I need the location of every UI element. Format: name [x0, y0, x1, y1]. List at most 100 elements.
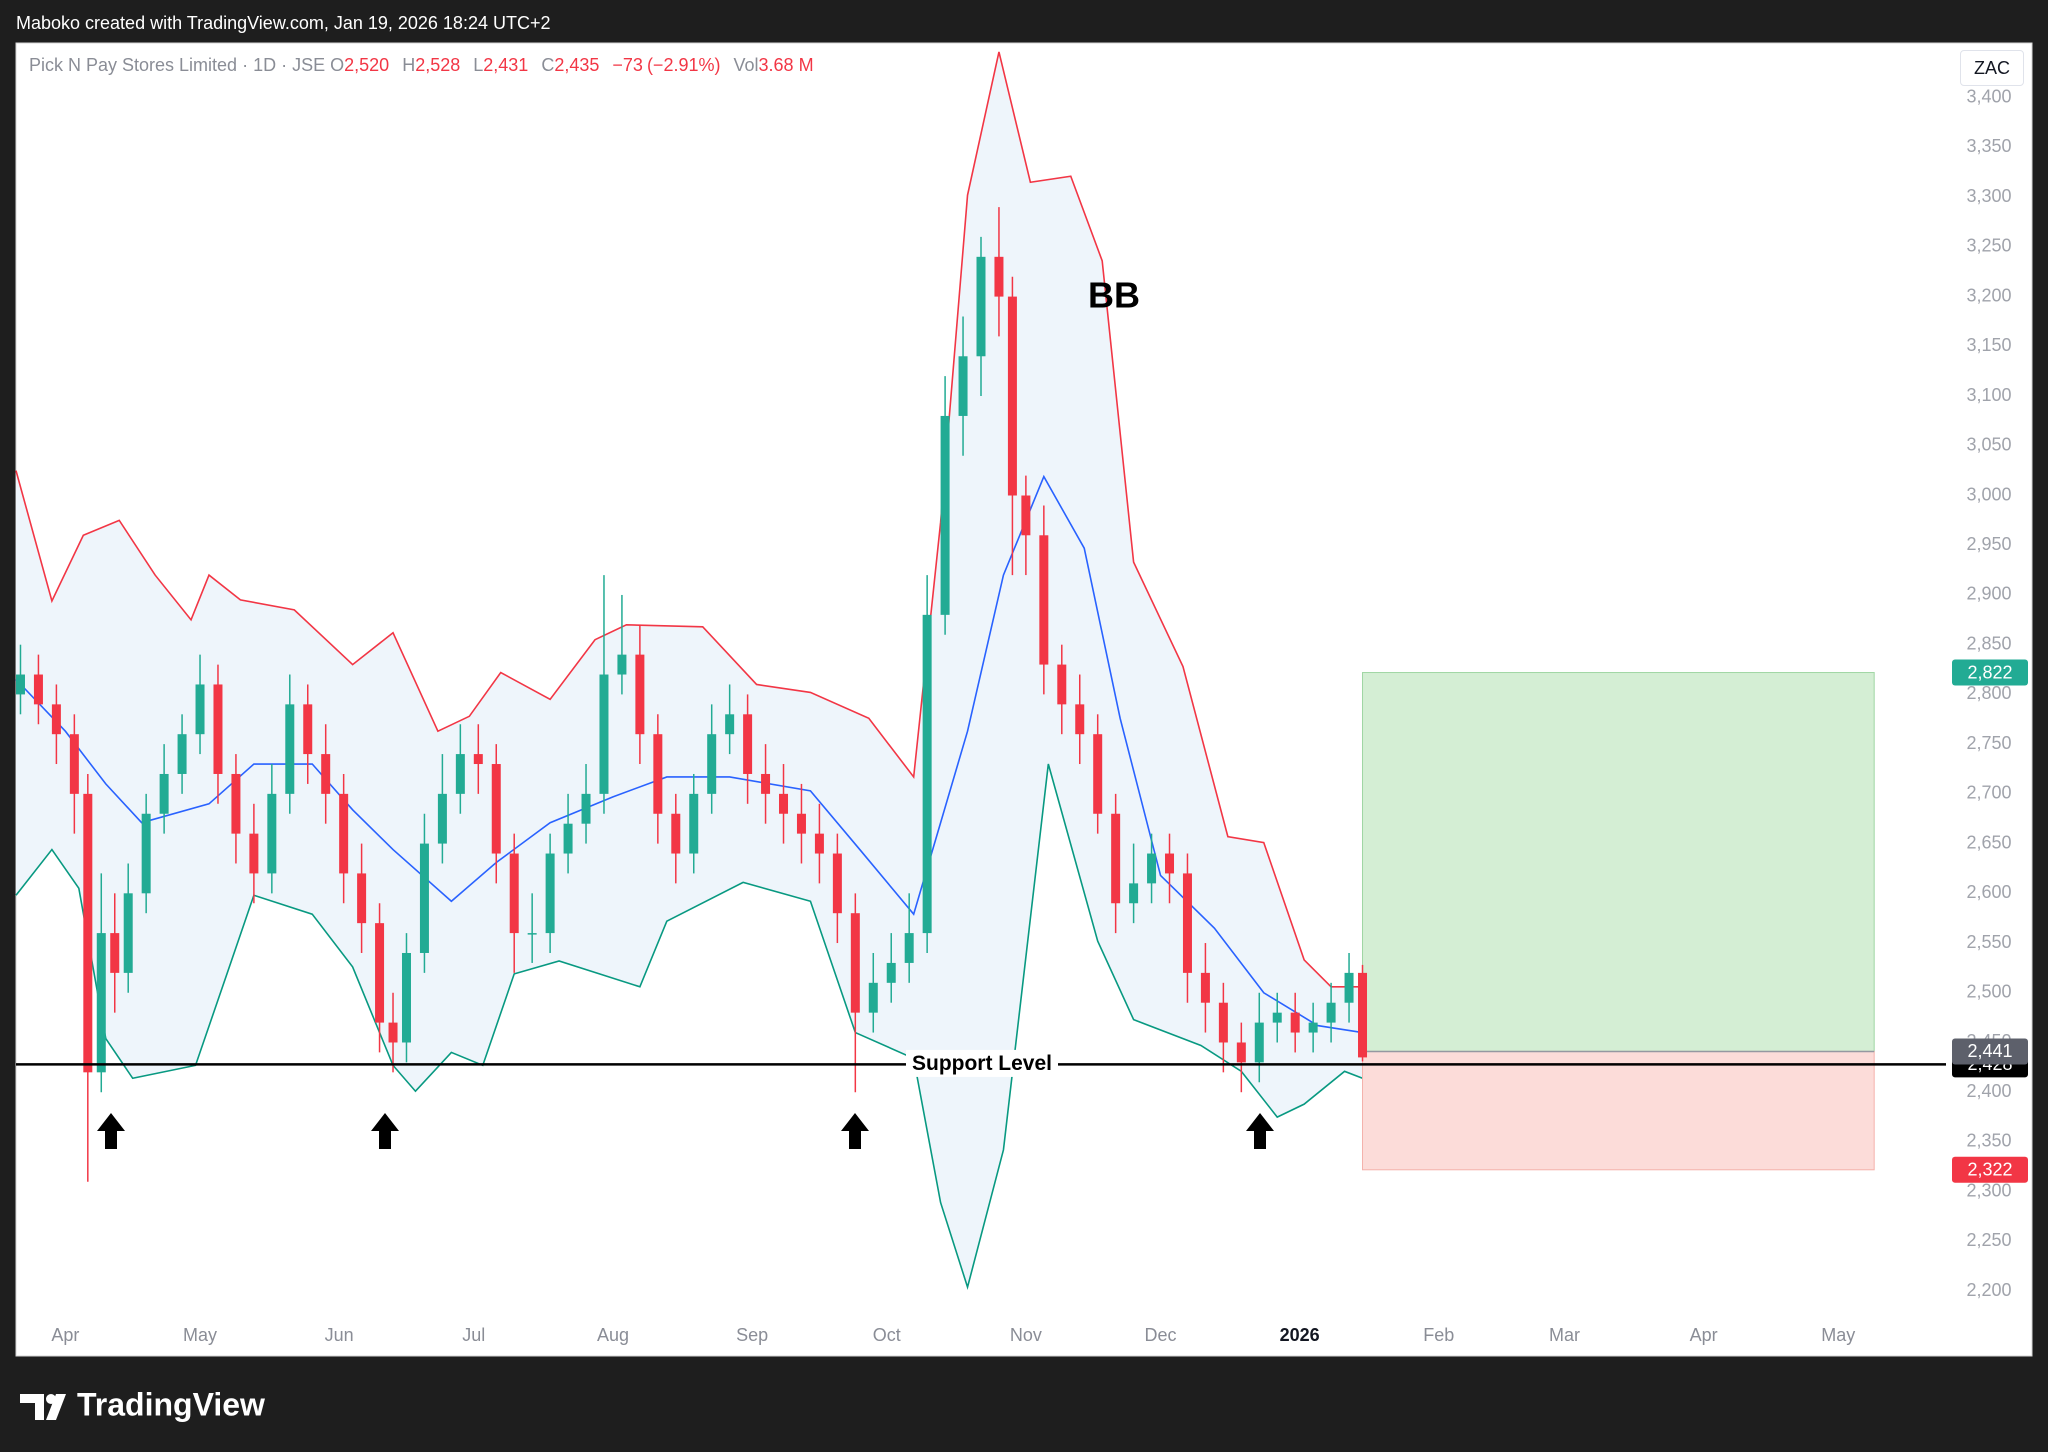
- candle-body: [743, 714, 753, 774]
- x-tick-label: Jun: [325, 1325, 354, 1345]
- price-label-box: [1952, 1038, 2028, 1065]
- candle-body: [1358, 972, 1368, 1058]
- candle-body: [267, 793, 277, 874]
- change-percent: (−2.91%): [646, 55, 721, 75]
- symbol: Pick N Pay Stores Limited · 1D · JSE: [29, 55, 326, 75]
- candle-body: [1290, 1012, 1300, 1033]
- candle-body: [375, 923, 385, 1023]
- candle-body: [689, 793, 699, 854]
- candle-body: [509, 853, 519, 934]
- footer-logo: TradingView: [20, 1386, 265, 1422]
- candle-body: [473, 754, 483, 765]
- y-tick-label: 2,950: [1966, 534, 2011, 554]
- x-tick-label: Sep: [736, 1325, 768, 1345]
- change: −73: [612, 55, 643, 75]
- price-label: 2,322: [1967, 1160, 2012, 1180]
- candle-body: [69, 734, 79, 794]
- x-tick-label: May: [183, 1325, 217, 1345]
- x-tick-label: Dec: [1145, 1325, 1177, 1345]
- candle-body: [599, 674, 609, 794]
- candle-body: [868, 982, 878, 1013]
- y-tick-label: 2,550: [1966, 932, 2011, 952]
- candle-body: [491, 764, 501, 854]
- y-tick-label: 2,900: [1966, 584, 2011, 604]
- candle-body: [832, 853, 842, 914]
- arrow: [97, 1113, 125, 1149]
- ohlc-value: 2,431: [483, 55, 529, 75]
- y-tick-label: 2,750: [1966, 733, 2011, 753]
- candle-body: [581, 793, 591, 824]
- volume-key: Vol: [733, 55, 759, 75]
- candle-body: [437, 793, 447, 844]
- candle-body: [231, 773, 241, 834]
- y-tick-label: 3,400: [1966, 86, 2011, 106]
- ohlc-key: C: [541, 55, 555, 75]
- candle-body: [814, 833, 824, 854]
- candle-body: [1039, 535, 1049, 665]
- arrow: [371, 1113, 399, 1149]
- candle-body: [1165, 853, 1175, 874]
- candle-body: [110, 933, 120, 973]
- y-tick-label: 2,700: [1966, 783, 2011, 803]
- x-tick-label: Oct: [873, 1325, 901, 1345]
- ohlc-key: H: [402, 55, 416, 75]
- candle-body: [1093, 734, 1103, 814]
- band-fill: [16, 51, 1363, 1288]
- candle-body: [1057, 664, 1067, 705]
- ohlc-value: 2,520: [344, 55, 390, 75]
- volume-value: 3.68 M: [758, 55, 814, 75]
- candle-body: [635, 654, 645, 735]
- candle-body: [419, 843, 429, 953]
- candle-body: [904, 933, 914, 963]
- candle-body: [1272, 1012, 1282, 1023]
- candle-body: [1218, 1002, 1228, 1043]
- candle-body: [388, 1022, 398, 1043]
- y-tick-label: 2,500: [1966, 982, 2011, 1002]
- y-tick-label: 3,300: [1966, 186, 2011, 206]
- candle-body: [1344, 972, 1354, 1003]
- x-tick-label: Nov: [1010, 1325, 1042, 1345]
- candle-body: [796, 813, 806, 834]
- candle-body: [195, 684, 205, 735]
- ohlc-key: O: [330, 55, 345, 75]
- candle-body: [357, 873, 367, 924]
- candle-body: [976, 256, 986, 357]
- candle-body: [51, 704, 61, 735]
- candle-body: [940, 415, 950, 615]
- candle-body: [303, 704, 313, 755]
- candle-body: [1200, 972, 1210, 1003]
- candle-body: [249, 833, 259, 874]
- candle-body: [779, 793, 789, 814]
- candle-body: [617, 654, 627, 675]
- price-label: 2,441: [1967, 1041, 2012, 1061]
- candle-body: [1075, 704, 1085, 735]
- x-tick-label: Feb: [1423, 1325, 1454, 1345]
- y-tick-label: 2,200: [1966, 1280, 2011, 1300]
- candle-body: [653, 734, 663, 814]
- candle-body: [123, 893, 133, 973]
- price-label-box: [1952, 659, 2028, 686]
- x-tick-label: Mar: [1549, 1325, 1580, 1345]
- legend: Pick N Pay Stores Limited · 1D · JSE O2,…: [29, 55, 822, 76]
- candle-body: [15, 674, 25, 695]
- y-tick-label: 2,400: [1966, 1081, 2011, 1101]
- candle-body: [159, 773, 169, 814]
- x-tick-label: Aug: [597, 1325, 629, 1345]
- currency-button[interactable]: ZAC: [1960, 50, 2024, 86]
- ohlc-key: L: [473, 55, 484, 75]
- candle-body: [83, 793, 93, 1073]
- y-tick-label: 2,850: [1966, 633, 2011, 653]
- x-tick-label: 2026: [1280, 1325, 1320, 1345]
- candle-body: [922, 614, 932, 934]
- x-tick-label: Jul: [462, 1325, 485, 1345]
- support-label: Support Level: [912, 1052, 1052, 1075]
- y-tick-label: 3,100: [1966, 385, 2011, 405]
- ohlc-value: 2,435: [554, 55, 600, 75]
- candle-body: [725, 714, 735, 735]
- support-label-bg: [905, 1049, 1059, 1077]
- y-tick-label: 2,300: [1966, 1180, 2011, 1200]
- arrow: [1246, 1113, 1274, 1149]
- candle-body: [285, 704, 295, 794]
